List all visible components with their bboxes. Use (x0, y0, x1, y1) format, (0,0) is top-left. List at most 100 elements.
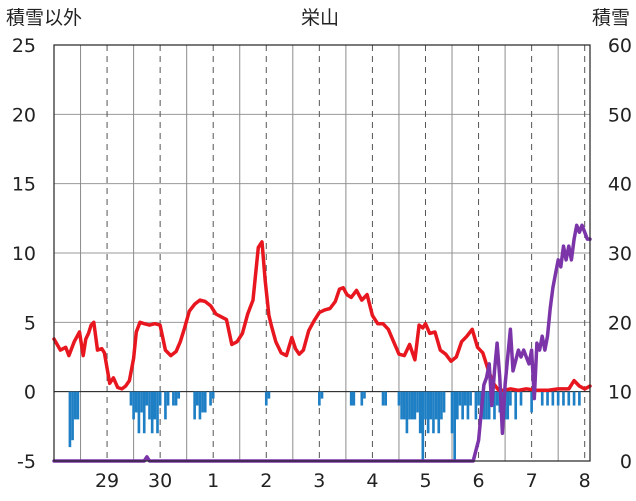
precipitation-bar (426, 391, 430, 434)
precipitation-bar (421, 391, 425, 461)
x-tick-label: 29 (95, 470, 119, 492)
precipitation-bar (150, 391, 154, 434)
precipitation-bar (137, 391, 141, 434)
precipitation-bar (156, 391, 159, 434)
precipitation-bar (158, 391, 162, 406)
precipitation-bar (456, 391, 459, 420)
precipitation-bar (453, 391, 456, 461)
chart-title: 栄山 (301, 7, 339, 29)
left-tick-label: -5 (17, 451, 36, 473)
precipitation-bar (76, 391, 80, 420)
precipitation-bar (405, 391, 409, 434)
precipitation-bar (450, 391, 454, 434)
x-tick-label: 4 (366, 470, 378, 492)
precipitation-bar (320, 391, 324, 399)
precipitation-bar (458, 391, 462, 406)
precipitation-bar (384, 391, 388, 406)
precipitation-bar (71, 391, 74, 441)
x-tick-label: 3 (313, 470, 325, 492)
precipitation-bar (209, 391, 212, 406)
precipitation-bar (509, 391, 512, 406)
left-tick-label: 0 (24, 382, 36, 404)
precipitation-bar (267, 391, 271, 399)
right-tick-label: 30 (608, 243, 632, 265)
precipitation-bar (416, 391, 419, 413)
precipitation-bar (211, 391, 215, 399)
precipitation-bar (567, 391, 571, 406)
precipitation-bar (413, 391, 417, 420)
x-tick-label: 6 (473, 470, 485, 492)
right-tick-label: 10 (608, 382, 632, 404)
temperature-line (52, 240, 592, 393)
precipitation-bar (193, 391, 196, 420)
precipitation-bar (562, 391, 565, 406)
series-lines (52, 223, 592, 463)
precipitation-bar (142, 391, 146, 434)
precipitation-bar (408, 391, 411, 420)
precipitation-bar (397, 391, 401, 406)
precipitation-bar (148, 391, 151, 420)
x-tick-label: 2 (260, 470, 272, 492)
right-tick-label: 40 (608, 174, 632, 196)
precipitation-bar (134, 391, 138, 413)
x-tick-label: 7 (526, 470, 538, 492)
precipitation-bar (482, 391, 486, 420)
right-tick-label: 50 (608, 104, 632, 126)
x-tick-label: 30 (148, 470, 172, 492)
left-axis-label: 積雪以外 (6, 7, 82, 29)
precipitation-bar (318, 391, 321, 406)
precipitation-bar (469, 391, 472, 406)
left-tick-label: 25 (12, 35, 36, 57)
precipitation-bar (514, 391, 518, 420)
precipitation-bar (410, 391, 414, 420)
right-tick-label: 20 (608, 312, 632, 334)
precipitation-bar (578, 391, 581, 406)
x-tick-label: 5 (419, 470, 431, 492)
precipitation-bar (477, 391, 480, 406)
precipitation-bar (546, 391, 549, 406)
precipitation-bar (201, 391, 204, 413)
right-axis-label: 積雪 (592, 7, 630, 29)
precipitation-bar (203, 391, 207, 413)
precipitation-bar (530, 391, 533, 413)
precipitation-bar (424, 391, 427, 420)
precipitation-bar (493, 391, 496, 420)
precipitation-bar (132, 391, 135, 420)
precipitation-bar (363, 391, 366, 399)
precipitation-bar (474, 391, 478, 420)
precipitation-bar (153, 391, 157, 420)
precipitation-bar (463, 391, 467, 406)
precipitation-bar (495, 391, 499, 406)
precipitation-bar (461, 391, 464, 420)
precipitation-bar (540, 391, 544, 406)
precipitation-bar (177, 391, 181, 399)
precipitation-bar (195, 391, 199, 406)
precipitation-bar (400, 391, 403, 420)
axes (53, 44, 591, 462)
left-tick-label: 5 (24, 312, 36, 334)
precipitation-bar (166, 391, 170, 406)
precipitation-bar (487, 391, 491, 420)
precipitation-bar (145, 391, 149, 406)
left-tick-label: 10 (12, 243, 36, 265)
precipitation-bar (429, 391, 433, 420)
precipitation-bar (466, 391, 470, 420)
precipitation-bar (485, 391, 488, 420)
snow_depth-line (52, 223, 592, 463)
precipitation-bar (434, 391, 438, 420)
x-tick-label: 8 (579, 470, 591, 492)
precipitation-bar (418, 391, 422, 434)
precipitation-bar (349, 391, 353, 406)
precipitation-bar (432, 391, 435, 434)
precipitation-bar (381, 391, 385, 406)
precipitation-bar (519, 391, 523, 406)
precipitation-bar (506, 391, 510, 420)
precipitation-bar (442, 391, 446, 413)
precipitation-bar (68, 391, 72, 448)
right-tick-label: 0 (620, 451, 632, 473)
precipitation-bar (572, 391, 576, 406)
precipitation-bar (140, 391, 143, 413)
right-tick-label: 60 (608, 35, 632, 57)
